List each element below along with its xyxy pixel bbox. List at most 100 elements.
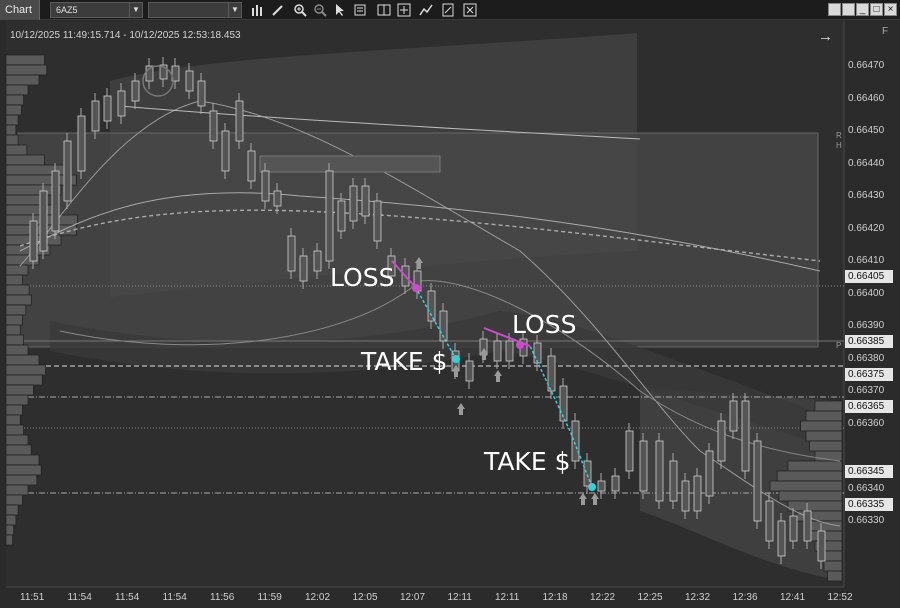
price-tick-label: 0.66370: [848, 385, 885, 396]
volume-bar: [5, 94, 25, 106]
candle-body: [103, 95, 112, 122]
candle-body: [693, 475, 702, 512]
up-arrow-icon: [452, 365, 460, 377]
candle-body: [29, 220, 38, 262]
candle-body: [373, 200, 382, 242]
volume-bar: [5, 374, 43, 386]
time-tick-label: 12:22: [590, 592, 616, 603]
minimize-icon[interactable]: _: [856, 3, 869, 16]
ma-line-1: [19, 100, 841, 527]
volume-bar: [814, 400, 843, 412]
time-tick-label: 11:54: [115, 592, 140, 603]
candle-body: [313, 250, 322, 272]
price-tick-label: 0.66380: [848, 352, 885, 364]
instrument-selector[interactable]: 6AZ5 ▼: [50, 2, 143, 18]
volume-bar: [5, 124, 17, 136]
volume-bar: [5, 344, 29, 356]
annotation-loss-1: LOSS: [330, 263, 395, 292]
loss-marker-1: [412, 284, 420, 292]
bar-chart-icon[interactable]: [250, 2, 266, 18]
price-tag: 0.66335: [845, 497, 893, 511]
volume-bar: [5, 334, 25, 346]
candle-body: [681, 480, 690, 512]
chart-type-selector[interactable]: ▼: [148, 2, 242, 18]
volume-bar: [5, 104, 22, 116]
trade-lines: [391, 260, 596, 491]
time-tick-label: 12:11: [447, 592, 472, 603]
volume-bar: [5, 274, 23, 286]
template-icon[interactable]: [376, 2, 392, 18]
candle-body: [361, 185, 370, 217]
volume-bar: [5, 134, 19, 146]
crosshair-icon[interactable]: [396, 2, 412, 18]
chart-tab[interactable]: Chart: [0, 0, 40, 20]
candle-body: [583, 460, 592, 487]
price-tag: 0.66375: [845, 367, 893, 381]
volume-bar: [5, 464, 42, 476]
time-tick-label: 11:54: [67, 592, 92, 603]
candle-body: [493, 340, 502, 362]
volume-bar: [5, 404, 23, 416]
volume-bar: [5, 454, 40, 466]
close-icon[interactable]: [462, 2, 478, 18]
candle-body: [39, 190, 48, 252]
candle-body: [273, 190, 282, 207]
candle-body: [559, 385, 568, 422]
time-tick-label: 12:02: [305, 592, 331, 603]
annotation-take-1: TAKE $: [361, 347, 448, 376]
entry-arrows: [415, 257, 599, 505]
draw-tools-icon[interactable]: [440, 2, 456, 18]
price-tick-label: 0.66420: [848, 222, 885, 234]
volume-bar: [5, 354, 40, 366]
time-tick-label: 12:52: [827, 592, 853, 603]
volume-bar: [5, 534, 13, 546]
pencil-icon[interactable]: [270, 2, 286, 18]
candle-body: [117, 90, 126, 117]
price-chart[interactable]: [0, 21, 900, 608]
candle-body: [209, 110, 218, 142]
volume-bar: [5, 294, 32, 306]
volume-bar: [5, 484, 29, 496]
candle-body: [465, 360, 474, 382]
volume-bar: [5, 474, 38, 486]
candle-body: [765, 500, 774, 542]
candle-body: [287, 235, 296, 272]
stacked-icon[interactable]: [828, 3, 841, 16]
cursor-icon[interactable]: [332, 2, 348, 18]
properties-icon[interactable]: [352, 2, 368, 18]
restore-icon[interactable]: [842, 3, 855, 16]
time-tick-label: 12:07: [400, 592, 426, 603]
line-icon[interactable]: [418, 2, 434, 18]
candle-body: [91, 100, 100, 132]
candles: [29, 57, 826, 569]
candle-body: [639, 440, 648, 492]
volume-bar: [778, 490, 843, 502]
time-tick-label: 11:59: [257, 592, 282, 603]
candle-body: [717, 420, 726, 462]
candle-body: [741, 400, 750, 472]
lower-band: [50, 311, 842, 451]
volume-bar: [5, 434, 29, 446]
arrow-right-icon[interactable]: →: [818, 28, 833, 45]
volume-bar: [5, 264, 29, 276]
volume-bar: [787, 500, 843, 512]
candle-body: [625, 430, 634, 472]
volume-bar: [5, 114, 19, 126]
maximize-icon[interactable]: □: [870, 3, 883, 16]
zoom-in-icon[interactable]: [292, 2, 308, 18]
candle-body: [185, 70, 194, 92]
volume-bar: [5, 364, 46, 376]
volume-bar: [5, 414, 21, 426]
magnifier-circle: [142, 65, 174, 97]
candle-body: [705, 450, 714, 497]
volume-bar: [805, 410, 843, 422]
candle-body: [655, 440, 664, 502]
close-window-icon[interactable]: ×: [884, 3, 897, 16]
candle-body: [197, 80, 206, 107]
candle-body: [533, 342, 542, 364]
candle-body: [247, 150, 256, 182]
candle-body: [337, 200, 346, 232]
zoom-out-icon[interactable]: [312, 2, 328, 18]
volume-bar: [809, 530, 843, 542]
time-tick-label: 11:51: [20, 592, 45, 603]
